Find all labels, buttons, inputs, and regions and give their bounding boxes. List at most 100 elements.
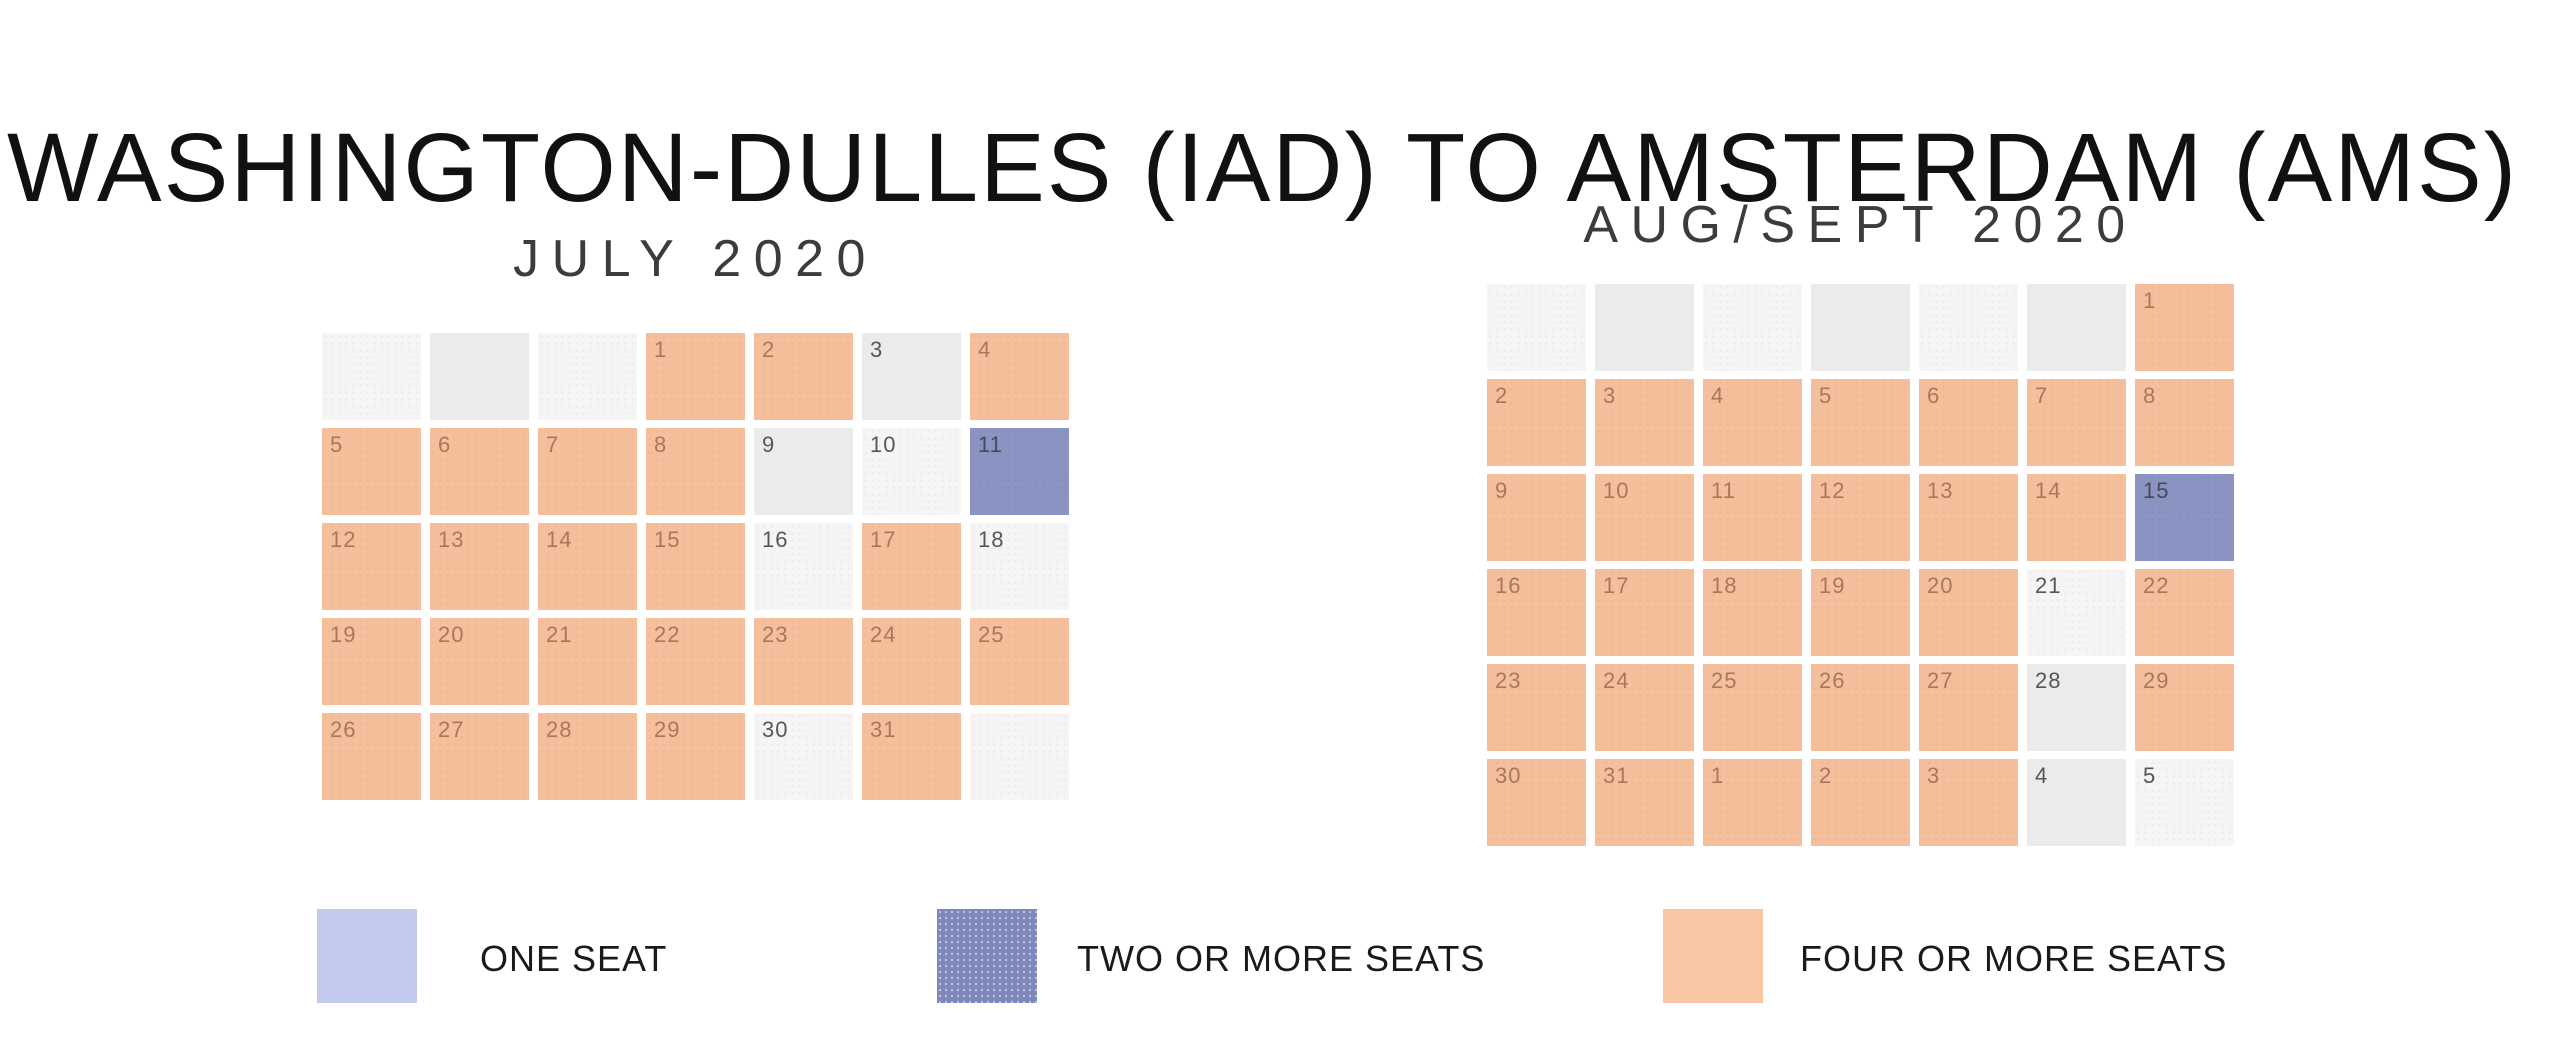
day-cell-augsept-r4c2: 17 — [1595, 569, 1694, 656]
day-number: 5 — [1819, 383, 1833, 408]
day-number: 22 — [654, 622, 681, 647]
day-cell-augsept-r4c6: 21 — [2027, 569, 2126, 656]
legend-label-two-or-more-seats: TWO OR MORE SEATS — [1077, 938, 1486, 979]
day-cell-augsept-r6c1: 30 — [1487, 759, 1586, 846]
day-number: 28 — [546, 717, 573, 742]
day-number: 2 — [1819, 763, 1833, 788]
day-cell-july-r3c5: 16 — [754, 523, 853, 610]
day-number: 16 — [762, 527, 789, 552]
empty-cell-augsept-r1c4 — [1811, 284, 1910, 371]
day-cell-july-r1c6: 3 — [862, 333, 961, 420]
day-cell-augsept-r1c7: 1 — [2135, 284, 2234, 371]
day-cell-july-r5c5: 30 — [754, 713, 853, 800]
day-number: 12 — [330, 527, 357, 552]
day-cell-augsept-r4c1: 16 — [1487, 569, 1586, 656]
day-cell-july-r3c7: 18 — [970, 523, 1069, 610]
day-number: 22 — [2143, 573, 2170, 598]
day-cell-july-r5c6: 31 — [862, 713, 961, 800]
day-number: 13 — [438, 527, 465, 552]
day-cell-augsept-r2c4: 5 — [1811, 379, 1910, 466]
day-number: 1 — [654, 337, 668, 362]
day-cell-augsept-r5c7: 29 — [2135, 664, 2234, 751]
day-number: 11 — [1711, 478, 1736, 503]
day-cell-july-r2c4: 8 — [646, 428, 745, 515]
day-number: 8 — [654, 432, 668, 457]
day-number: 18 — [978, 527, 1005, 552]
day-cell-july-r4c7: 25 — [970, 618, 1069, 705]
day-cell-july-r3c2: 13 — [430, 523, 529, 610]
day-cell-july-r2c1: 5 — [322, 428, 421, 515]
day-number: 27 — [438, 717, 465, 742]
day-number: 6 — [438, 432, 452, 457]
day-number: 7 — [2035, 383, 2049, 408]
day-number: 25 — [1711, 668, 1738, 693]
day-number: 15 — [2143, 478, 2170, 503]
day-cell-july-r3c4: 15 — [646, 523, 745, 610]
day-number: 30 — [1495, 763, 1522, 788]
day-number: 17 — [870, 527, 897, 552]
day-cell-augsept-r4c3: 18 — [1703, 569, 1802, 656]
empty-cell-july-r1c3 — [538, 333, 637, 420]
day-number: 27 — [1927, 668, 1954, 693]
day-number: 10 — [870, 432, 897, 457]
day-number: 20 — [438, 622, 465, 647]
day-cell-augsept-r3c1: 9 — [1487, 474, 1586, 561]
day-number: 2 — [1495, 383, 1509, 408]
day-number: 25 — [978, 622, 1005, 647]
day-cell-augsept-r6c4: 2 — [1811, 759, 1910, 846]
day-cell-augsept-r6c6: 4 — [2027, 759, 2126, 846]
day-cell-july-r2c3: 7 — [538, 428, 637, 515]
day-cell-augsept-r2c7: 8 — [2135, 379, 2234, 466]
day-cell-july-r2c5: 9 — [754, 428, 853, 515]
day-number: 24 — [1603, 668, 1630, 693]
day-number: 29 — [654, 717, 681, 742]
day-cell-july-r3c1: 12 — [322, 523, 421, 610]
day-number: 15 — [654, 527, 681, 552]
day-number: 3 — [1603, 383, 1617, 408]
day-number: 20 — [1927, 573, 1954, 598]
day-cell-july-r2c6: 10 — [862, 428, 961, 515]
day-cell-augsept-r2c3: 4 — [1703, 379, 1802, 466]
empty-cell-july-r1c1 — [322, 333, 421, 420]
day-number: 7 — [546, 432, 560, 457]
day-number: 3 — [870, 337, 884, 362]
day-cell-augsept-r2c6: 7 — [2027, 379, 2126, 466]
day-cell-july-r4c6: 24 — [862, 618, 961, 705]
month-title-augsept: AUG/SEPT 2020 — [1583, 196, 2138, 254]
day-number: 4 — [1711, 383, 1725, 408]
day-number: 21 — [2035, 573, 2062, 598]
day-number: 26 — [330, 717, 357, 742]
day-cell-augsept-r5c5: 27 — [1919, 664, 2018, 751]
day-cell-july-r1c7: 4 — [970, 333, 1069, 420]
day-number: 3 — [1927, 763, 1941, 788]
day-number: 13 — [1927, 478, 1954, 503]
day-number: 1 — [1711, 763, 1725, 788]
day-cell-july-r5c3: 28 — [538, 713, 637, 800]
day-cell-augsept-r6c3: 1 — [1703, 759, 1802, 846]
empty-cell-july-r1c2 — [430, 333, 529, 420]
day-cell-july-r4c5: 23 — [754, 618, 853, 705]
day-number: 9 — [762, 432, 776, 457]
day-cell-augsept-r3c6: 14 — [2027, 474, 2126, 561]
day-cell-augsept-r5c2: 24 — [1595, 664, 1694, 751]
day-number: 31 — [1603, 763, 1630, 788]
day-cell-july-r3c3: 14 — [538, 523, 637, 610]
day-cell-augsept-r4c5: 20 — [1919, 569, 2018, 656]
day-cell-augsept-r2c1: 2 — [1487, 379, 1586, 466]
day-cell-augsept-r4c4: 19 — [1811, 569, 1910, 656]
day-number: 30 — [762, 717, 789, 742]
day-number: 2 — [762, 337, 776, 362]
day-cell-july-r4c4: 22 — [646, 618, 745, 705]
day-cell-augsept-r5c4: 26 — [1811, 664, 1910, 751]
day-number: 12 — [1819, 478, 1846, 503]
legend-swatch-two-or-more-seats — [937, 909, 1037, 1003]
legend-swatch-one-seat — [317, 909, 417, 1003]
empty-cell-july-r5c7 — [970, 713, 1069, 800]
day-cell-augsept-r6c5: 3 — [1919, 759, 2018, 846]
day-number: 19 — [330, 622, 357, 647]
empty-cell-augsept-r1c1 — [1487, 284, 1586, 371]
day-number: 14 — [2035, 478, 2062, 503]
day-cell-augsept-r2c5: 6 — [1919, 379, 2018, 466]
day-cell-augsept-r3c7: 15 — [2135, 474, 2234, 561]
